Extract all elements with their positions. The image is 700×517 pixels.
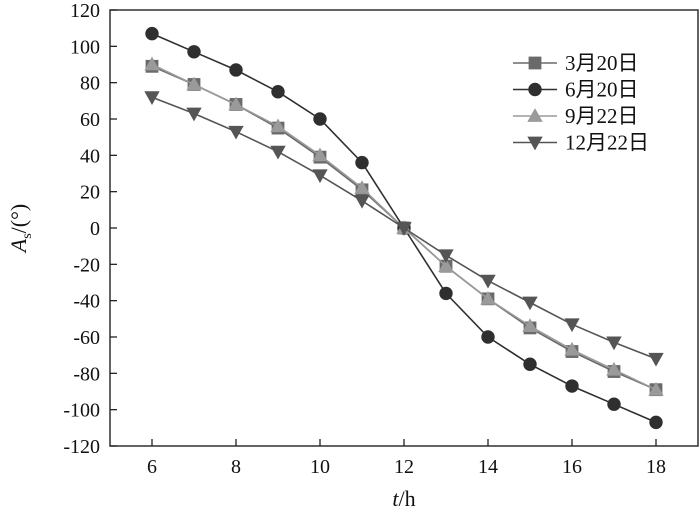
x-tick-label: 18 bbox=[646, 456, 666, 478]
y-tick-label: 0 bbox=[90, 218, 100, 240]
y-tick-label: 100 bbox=[70, 36, 100, 58]
y-tick-label: -20 bbox=[73, 254, 100, 276]
data-point bbox=[480, 274, 496, 289]
legend-marker bbox=[528, 82, 542, 97]
data-point bbox=[522, 296, 538, 311]
x-tick-label: 6 bbox=[147, 456, 157, 478]
data-point bbox=[649, 415, 663, 430]
legend-item: 6月20日 bbox=[513, 78, 639, 102]
y-tick-label: 40 bbox=[80, 145, 100, 167]
data-point bbox=[313, 112, 327, 126]
x-tick-label: 10 bbox=[310, 456, 330, 478]
data-point bbox=[228, 96, 244, 111]
y-axis-ticks: -120 -100 -80 -60 -40 -20 0 20 40 60 80 100 120 bbox=[63, 0, 117, 458]
data-point bbox=[648, 352, 664, 367]
data-point bbox=[354, 194, 370, 209]
data-point bbox=[145, 26, 159, 41]
data-point bbox=[228, 125, 244, 140]
data-point bbox=[270, 145, 286, 160]
y-axis-label: As/(°) bbox=[6, 204, 35, 254]
legend-item: 12月22日 bbox=[513, 131, 649, 155]
data-point bbox=[396, 222, 412, 236]
data-point bbox=[607, 397, 621, 411]
legend-marker bbox=[527, 108, 543, 122]
data-point bbox=[522, 318, 538, 333]
data-point bbox=[606, 336, 622, 351]
y-tick-label: -120 bbox=[63, 436, 100, 458]
data-point bbox=[564, 341, 580, 356]
data-point bbox=[270, 118, 286, 133]
data-point bbox=[523, 357, 537, 371]
series-4 bbox=[144, 91, 664, 367]
legend-item: 9月22日 bbox=[513, 104, 639, 128]
data-point bbox=[271, 85, 285, 99]
data-point bbox=[186, 76, 202, 91]
data-point bbox=[438, 258, 454, 273]
x-tick-label: 8 bbox=[231, 456, 241, 478]
data-point bbox=[481, 330, 495, 344]
data-point bbox=[438, 249, 454, 264]
legend-marker bbox=[528, 56, 542, 70]
y-tick-label: -60 bbox=[73, 327, 100, 349]
x-tick-label: 14 bbox=[478, 456, 498, 478]
x-tick-label: 12 bbox=[394, 456, 414, 478]
data-point bbox=[187, 45, 201, 59]
data-point bbox=[480, 291, 496, 305]
legend-marker bbox=[527, 136, 543, 151]
x-axis-label: t/h bbox=[392, 486, 415, 511]
data-point bbox=[144, 91, 160, 106]
data-point bbox=[355, 155, 369, 170]
data-point bbox=[312, 169, 328, 184]
legend-label: 6月20日 bbox=[565, 78, 639, 102]
legend-label: 3月20日 bbox=[565, 51, 639, 75]
data-point bbox=[354, 180, 370, 194]
data-point bbox=[565, 379, 579, 393]
series-layer bbox=[144, 26, 664, 430]
series-3 bbox=[144, 56, 664, 396]
y-tick-label: 120 bbox=[70, 0, 100, 22]
x-axis-ticks: 6 8 10 12 14 16 18 bbox=[147, 439, 666, 478]
legend-item: 3月20日 bbox=[513, 51, 639, 75]
data-point bbox=[439, 286, 453, 301]
x-tick-label: 16 bbox=[562, 456, 582, 478]
legend-label: 12月22日 bbox=[565, 131, 649, 155]
y-tick-label: -80 bbox=[73, 363, 100, 385]
y-tick-label: 60 bbox=[80, 109, 100, 131]
data-point bbox=[229, 63, 243, 77]
data-point bbox=[606, 361, 622, 376]
y-tick-label: -100 bbox=[63, 400, 100, 422]
y-tick-label: 20 bbox=[80, 182, 100, 204]
data-point bbox=[312, 147, 328, 162]
data-point bbox=[186, 107, 202, 122]
data-point bbox=[648, 381, 664, 396]
legend-label: 9月22日 bbox=[565, 104, 639, 128]
y-tick-label: 80 bbox=[80, 73, 100, 95]
data-point bbox=[144, 56, 160, 71]
data-point bbox=[564, 318, 580, 333]
y-tick-label: -40 bbox=[73, 291, 100, 313]
